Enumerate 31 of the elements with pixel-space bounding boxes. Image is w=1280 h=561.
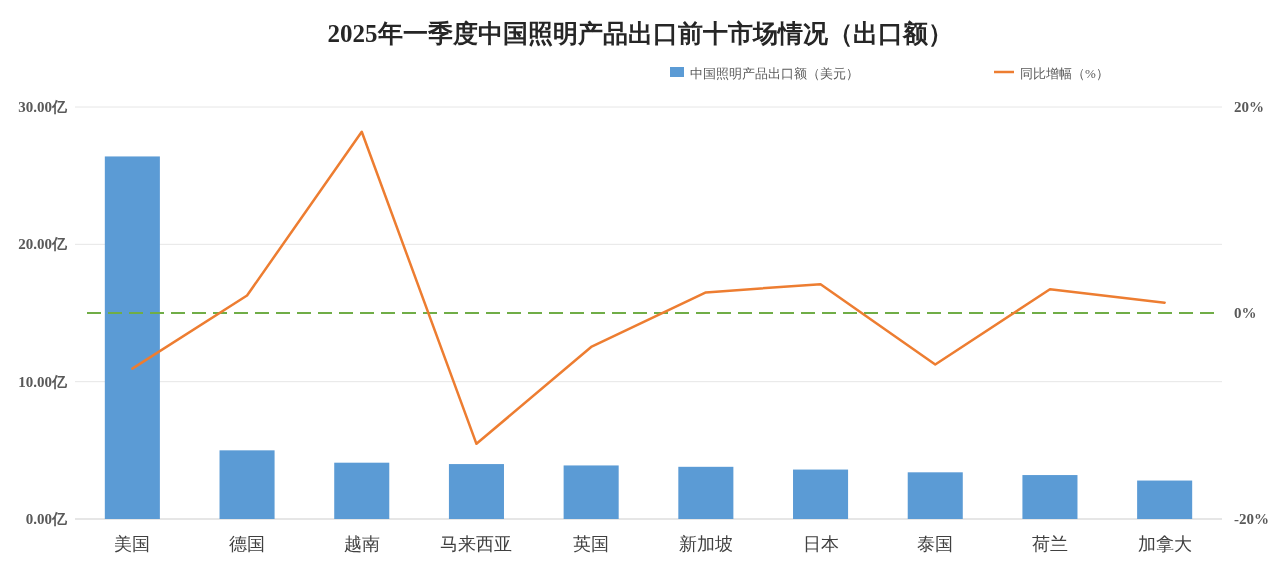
y-tick-label: 30.00亿 xyxy=(18,99,68,115)
bar xyxy=(793,469,849,519)
bar xyxy=(334,462,390,519)
x-tick-label: 泰国 xyxy=(917,534,954,554)
x-tick-label: 荷兰 xyxy=(1031,534,1068,554)
y2-tick-label: 0% xyxy=(1234,305,1257,321)
bar xyxy=(219,450,275,519)
y-tick-label: 10.00亿 xyxy=(18,373,68,390)
bar xyxy=(1022,475,1078,519)
bar xyxy=(563,465,619,519)
bar xyxy=(907,472,963,519)
x-tick-label: 马来西亚 xyxy=(440,534,513,554)
x-tick-label: 加拿大 xyxy=(1137,534,1192,554)
y2-tick-label: -20% xyxy=(1234,511,1269,527)
legend-label: 同比增幅（%） xyxy=(1020,66,1109,81)
x-tick-label: 英国 xyxy=(573,534,610,554)
bar xyxy=(448,464,504,519)
y-tick-label: 0.00亿 xyxy=(25,511,68,527)
x-tick-label: 日本 xyxy=(802,534,839,554)
x-tick-label: 新加坡 xyxy=(678,534,733,554)
x-tick-label: 越南 xyxy=(343,534,380,554)
line-series xyxy=(131,130,1166,446)
legend-label: 中国照明产品出口额（美元） xyxy=(690,66,859,81)
bar xyxy=(678,466,734,519)
y-tick-label: 20.00亿 xyxy=(18,236,68,253)
x-tick-label: 德国 xyxy=(229,534,266,554)
bar xyxy=(104,156,160,519)
x-tick-label: 美国 xyxy=(114,534,151,554)
y2-tick-label: 20% xyxy=(1234,99,1264,115)
bar xyxy=(1137,480,1193,519)
chart-title: 2025年一季度中国照明产品出口前十市场情况（出口额） xyxy=(327,20,953,47)
